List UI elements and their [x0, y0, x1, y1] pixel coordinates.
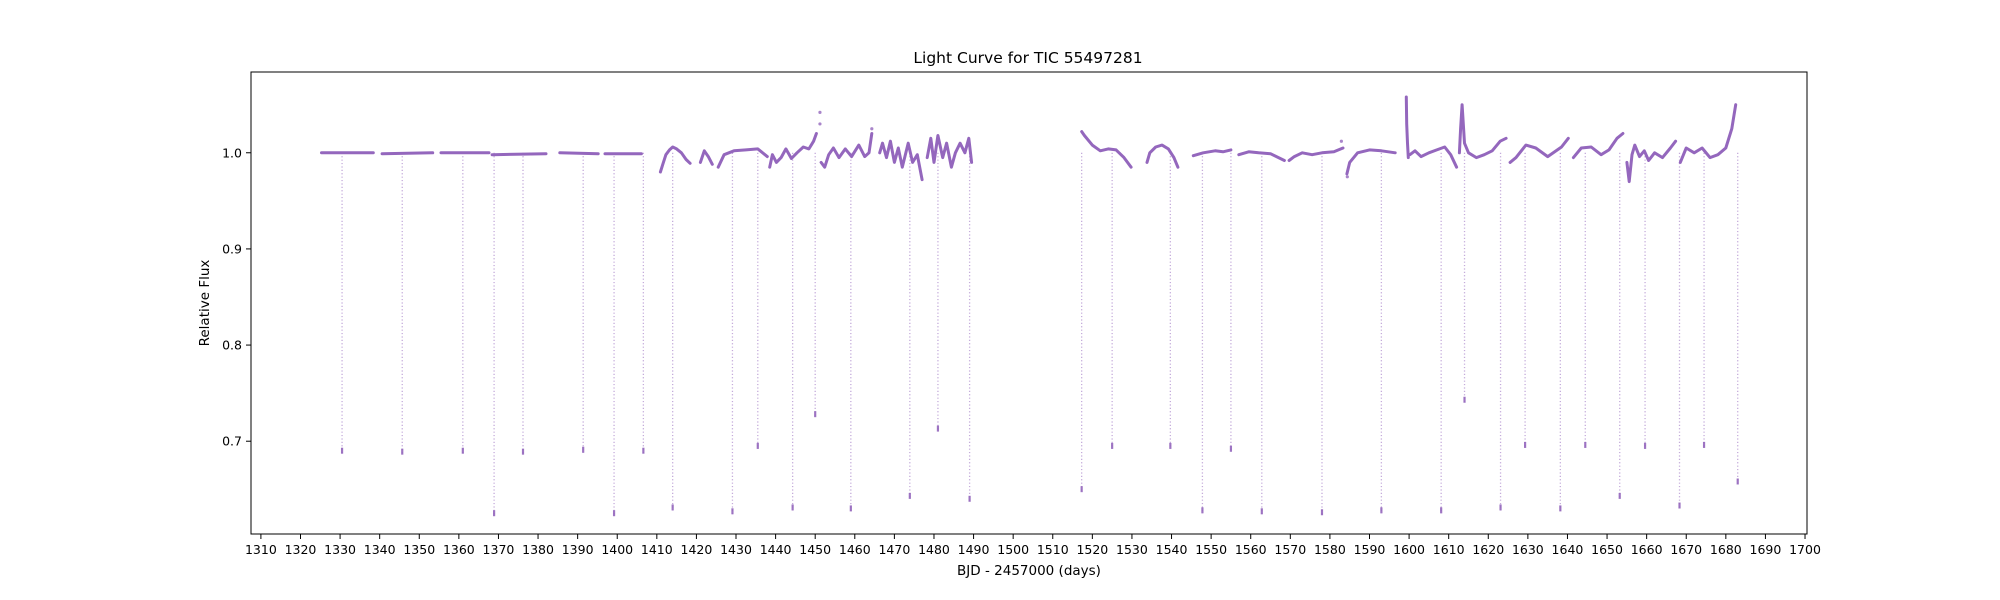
flux-segment [925, 134, 974, 169]
flux-segment [716, 147, 769, 169]
x-tick-label: 1390 [562, 542, 594, 557]
x-tick-label: 1700 [1789, 542, 1821, 557]
flux-segment [1080, 130, 1133, 169]
x-tick-label: 1640 [1552, 542, 1584, 557]
y-axis-label: Relative Flux [197, 260, 213, 347]
flux-segment [1408, 145, 1459, 169]
x-tick-label: 1470 [878, 542, 910, 557]
flux-segment [558, 151, 600, 156]
x-tick-label: 1680 [1710, 542, 1742, 557]
x-tick-label: 1330 [324, 542, 356, 557]
x-tick-label: 1480 [918, 542, 950, 557]
x-tick-label: 1530 [1116, 542, 1148, 557]
outlier-point [1339, 139, 1343, 143]
x-tick-label: 1540 [1156, 542, 1188, 557]
x-tick-label: 1410 [641, 542, 673, 557]
flux-segment [1571, 132, 1625, 160]
x-tick-label: 1380 [522, 542, 554, 557]
x-tick-label: 1690 [1750, 542, 1782, 557]
y-tick-label: 1.0 [222, 145, 242, 160]
flux-segment [698, 149, 714, 166]
x-tick-label: 1490 [958, 542, 990, 557]
x-tick-label: 1650 [1591, 542, 1623, 557]
x-tick-label: 1570 [1274, 542, 1306, 557]
plot-area [250, 71, 1808, 535]
x-tick-label: 1610 [1433, 542, 1465, 557]
flux-segment [1191, 148, 1233, 158]
flux-segment [1287, 146, 1345, 162]
x-tick-label: 1620 [1472, 542, 1504, 557]
flux-segment [1237, 150, 1286, 162]
x-tick-label: 1630 [1512, 542, 1544, 557]
flux-segment [658, 145, 692, 174]
x-axis: 1310 1320 1330 1340 1350 1360 1370 1380 1390 1400… [245, 534, 1821, 557]
x-tick-label: 1370 [483, 542, 515, 557]
outlier-point [818, 110, 822, 114]
outlier-point [1345, 175, 1349, 179]
flux-segment [380, 151, 435, 156]
outlier-point [818, 122, 822, 126]
y-tick-label: 0.9 [222, 241, 242, 256]
flux-segment [1457, 103, 1508, 160]
flux-segment [1625, 139, 1678, 184]
x-tick-label: 1550 [1195, 542, 1227, 557]
flux-segment [1145, 143, 1180, 169]
flux-segment [1678, 103, 1738, 164]
x-tick-label: 1400 [601, 542, 633, 557]
x-tick-label: 1670 [1670, 542, 1702, 557]
flux-segment [878, 139, 924, 182]
x-tick-label: 1310 [245, 542, 277, 557]
flux-segment [1345, 148, 1397, 176]
flux-segment [1508, 136, 1570, 164]
x-tick-label: 1600 [1393, 542, 1425, 557]
y-axis: 0.7 0.8 0.9 1.0 [222, 145, 251, 449]
y-tick-label: 0.7 [222, 434, 242, 449]
flux-segment [819, 132, 874, 169]
x-tick-label: 1360 [443, 542, 475, 557]
x-tick-label: 1430 [720, 542, 752, 557]
x-tick-label: 1460 [839, 542, 871, 557]
x-tick-label: 1340 [364, 542, 396, 557]
x-tick-label: 1560 [1235, 542, 1267, 557]
x-tick-label: 1320 [285, 542, 317, 557]
y-tick-label: 0.8 [222, 338, 242, 353]
data-points [320, 95, 1739, 517]
outlier-point [870, 127, 874, 131]
flux-segment [1404, 95, 1410, 160]
chart-title: Light Curve for TIC 55497281 [913, 49, 1142, 67]
x-tick-label: 1350 [403, 542, 435, 557]
x-tick-label: 1590 [1354, 542, 1386, 557]
x-tick-label: 1520 [1076, 542, 1108, 557]
x-tick-label: 1420 [681, 542, 713, 557]
x-axis-label: BJD - 2457000 (days) [957, 563, 1101, 579]
x-tick-label: 1660 [1631, 542, 1663, 557]
x-tick-label: 1580 [1314, 542, 1346, 557]
x-tick-label: 1500 [997, 542, 1029, 557]
x-tick-label: 1450 [799, 542, 831, 557]
x-tick-label: 1440 [760, 542, 792, 557]
axes-frame [250, 71, 1808, 535]
flux-segment [768, 132, 818, 169]
x-tick-label: 1510 [1037, 542, 1069, 557]
flux-segment [490, 152, 548, 157]
